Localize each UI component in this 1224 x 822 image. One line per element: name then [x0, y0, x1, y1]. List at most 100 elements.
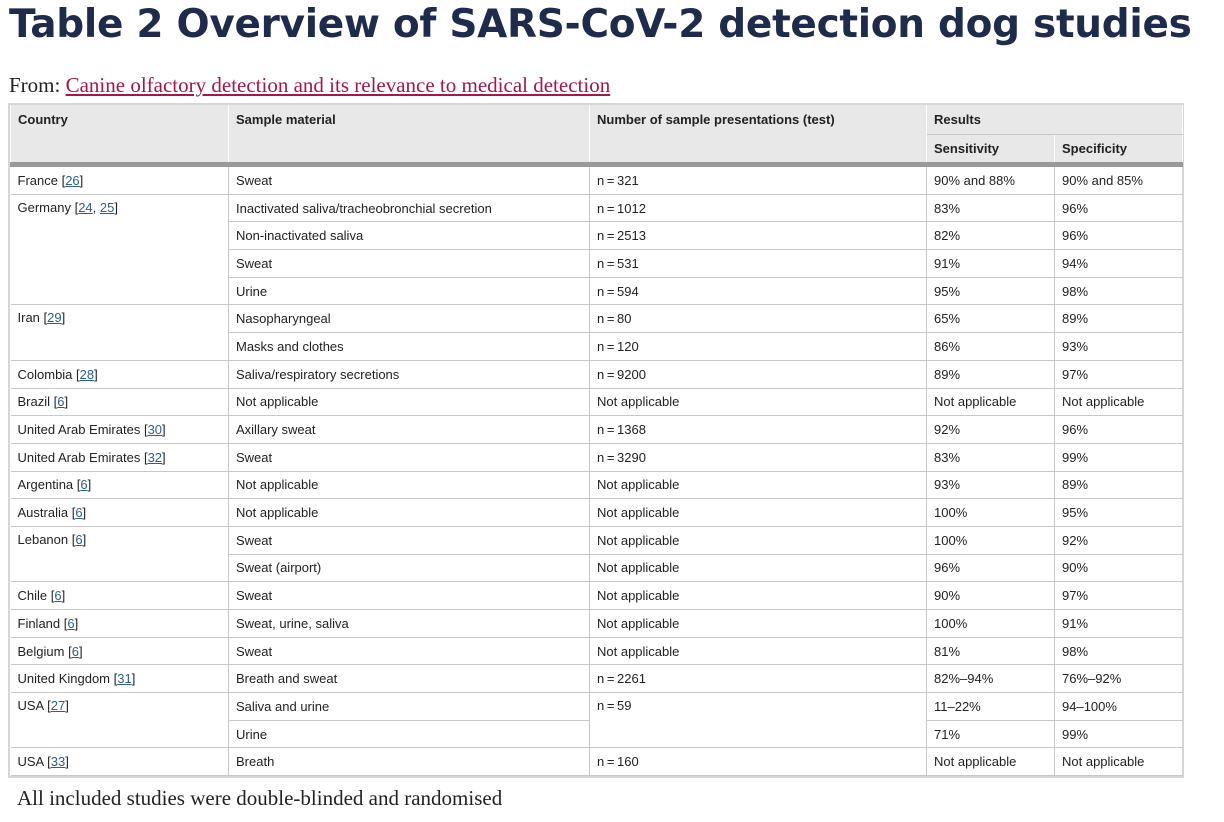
- cell-sample-presentations: Not applicable: [589, 387, 927, 417]
- cell-sample-material: Saliva and urine: [228, 692, 590, 721]
- cell-sample-presentations: n = 9200: [589, 359, 927, 389]
- country-name: Lebanon: [17, 531, 69, 547]
- table-row: Masks and clothes n = 120 86% 93%: [11, 332, 1183, 361]
- cell-specificity: 90%: [1054, 553, 1183, 583]
- reference-link[interactable]: 24: [78, 199, 93, 215]
- reference-link[interactable]: 25: [99, 199, 115, 215]
- cell-sensitivity: 90% and 88%: [926, 164, 1055, 195]
- cell-specificity: 91%: [1054, 609, 1183, 638]
- table-row: United Kingdom [31] Breath and sweat n = 2…: [10, 664, 1183, 694]
- table-row: Finland [6] Sweat, urine, saliva Not appli…: [10, 609, 1183, 638]
- cell-specificity: 96%: [1054, 221, 1183, 251]
- cell-sensitivity: 82%–94%: [926, 664, 1055, 694]
- cell-sample-material: Sweat: [228, 636, 590, 666]
- cell-sensitivity: 93%: [926, 470, 1055, 500]
- cell-sample-material: Sweat: [228, 581, 590, 610]
- country-name: Germany: [17, 199, 71, 215]
- cell-sample-material: Sweat (airport): [228, 553, 590, 583]
- cell-specificity: 92%: [1054, 525, 1183, 555]
- reference-link[interactable]: 30: [147, 422, 163, 438]
- source-article-link[interactable]: Canine olfactory detection and its relev…: [65, 73, 611, 97]
- country-name: United Kingdom: [17, 671, 111, 687]
- cell-country: USA [27]: [10, 692, 229, 749]
- header-specificity: Specificity: [1054, 134, 1183, 167]
- reference-link[interactable]: 6: [71, 643, 79, 659]
- table-body: France [26] Sweat n = 321 90% and 88% 90% an…: [10, 164, 1183, 777]
- cell-sample-presentations: n = 1012: [589, 193, 927, 223]
- reference-link[interactable]: 29: [47, 310, 62, 326]
- cell-sample-presentations: Not applicable: [589, 498, 927, 527]
- header-results: Results: [926, 105, 1183, 135]
- country-name: Argentina: [17, 477, 74, 493]
- cell-sensitivity: 100%: [926, 525, 1055, 555]
- cell-country: United Arab Emirates [32]: [10, 442, 229, 472]
- cell-country: Lebanon [6]: [10, 525, 229, 583]
- reference-link[interactable]: 27: [50, 698, 66, 714]
- cell-sensitivity: 90%: [926, 581, 1055, 610]
- table-row: Urine n = 594 95% 98%: [11, 276, 1183, 306]
- cell-country: United Kingdom [31]: [10, 664, 229, 694]
- cell-sensitivity: 11–22%: [926, 692, 1055, 721]
- studies-table: Country Sample material Number of sample…: [10, 105, 1183, 777]
- table-footnote: All included studies were double-blinded…: [17, 786, 503, 810]
- cell-sample-material: Not applicable: [228, 470, 590, 500]
- table-row: Brazil [6] Not applicable Not applicable No…: [10, 387, 1183, 417]
- cell-sensitivity: 83%: [926, 442, 1055, 472]
- cell-sample-presentations: n = 594: [589, 276, 927, 306]
- country-name: Iran: [17, 310, 40, 326]
- cell-sensitivity: 91%: [926, 249, 1055, 278]
- cell-specificity: 96%: [1054, 193, 1183, 223]
- reference-link[interactable]: 6: [80, 477, 88, 493]
- table-row: Belgium [6] Sweat Not applicable 81% 98%: [10, 636, 1183, 666]
- cell-country: France [26]: [10, 164, 229, 195]
- reference-link[interactable]: 28: [79, 366, 95, 382]
- reference-link[interactable]: 32: [147, 449, 163, 465]
- table-row: Australia [6] Not applicable Not applicabl…: [10, 498, 1183, 527]
- studies-table-container: Country Sample material Number of sample…: [8, 103, 1184, 779]
- cell-sample-presentations: n = 3290: [589, 442, 927, 472]
- table-row: Chile [6] Sweat Not applicable 90% 97%: [10, 581, 1183, 610]
- cell-country: USA [33]: [10, 747, 229, 777]
- reference-link[interactable]: 31: [117, 671, 132, 687]
- reference-link[interactable]: 6: [57, 394, 65, 410]
- reference-link[interactable]: 6: [75, 531, 83, 547]
- cell-sample-material: Non-inactivated saliva: [228, 221, 590, 251]
- country-name: USA: [17, 698, 44, 714]
- table-row: Sweat n = 531 91% 94%: [11, 249, 1183, 278]
- cell-sample-material: Sweat, urine, saliva: [228, 609, 590, 638]
- cell-sensitivity: 86%: [926, 332, 1055, 361]
- cell-sample-presentations: Not applicable: [589, 609, 927, 638]
- cell-country: Iran [29]: [10, 304, 229, 361]
- reference-link[interactable]: 6: [75, 505, 83, 521]
- reference-link[interactable]: 26: [65, 172, 80, 188]
- cell-specificity: 96%: [1054, 415, 1183, 444]
- country-name: USA: [17, 754, 44, 770]
- cell-sample-presentations: n = 120: [589, 332, 927, 361]
- country-name: Finland: [17, 615, 61, 631]
- cell-sample-material: Saliva/respiratory secretions: [228, 359, 590, 389]
- country-name: United Arab Emirates: [17, 449, 141, 465]
- cell-country: Belgium [6]: [10, 636, 229, 666]
- cell-specificity: 99%: [1054, 442, 1183, 472]
- header-sensitivity: Sensitivity: [926, 134, 1055, 167]
- cell-sample-presentations: Not applicable: [589, 581, 927, 610]
- cell-sensitivity: 100%: [926, 609, 1055, 638]
- cell-specificity: 90% and 85%: [1054, 164, 1183, 195]
- cell-sample-material: Sweat: [228, 164, 590, 195]
- header-country: Country: [10, 105, 229, 167]
- cell-specificity: 99%: [1054, 719, 1183, 749]
- reference-link[interactable]: 33: [50, 754, 66, 770]
- country-name: Australia: [17, 505, 69, 521]
- cell-sample-material: Masks and clothes: [228, 332, 590, 361]
- reference-link[interactable]: 6: [54, 588, 62, 604]
- cell-sample-presentations: n = 160: [589, 747, 927, 777]
- from-label: From:: [9, 73, 61, 97]
- cell-country: United Arab Emirates [30]: [10, 415, 229, 444]
- reference-link[interactable]: 6: [67, 615, 75, 631]
- cell-sample-material: Sweat: [228, 442, 590, 472]
- cell-sample-presentations: n = 80: [589, 304, 927, 334]
- table-row: Colombia [28] Saliva/respiratory secretio…: [10, 359, 1183, 389]
- country-name: Brazil: [17, 394, 51, 410]
- country-name: Belgium: [17, 643, 65, 659]
- cell-sensitivity: 81%: [926, 636, 1055, 666]
